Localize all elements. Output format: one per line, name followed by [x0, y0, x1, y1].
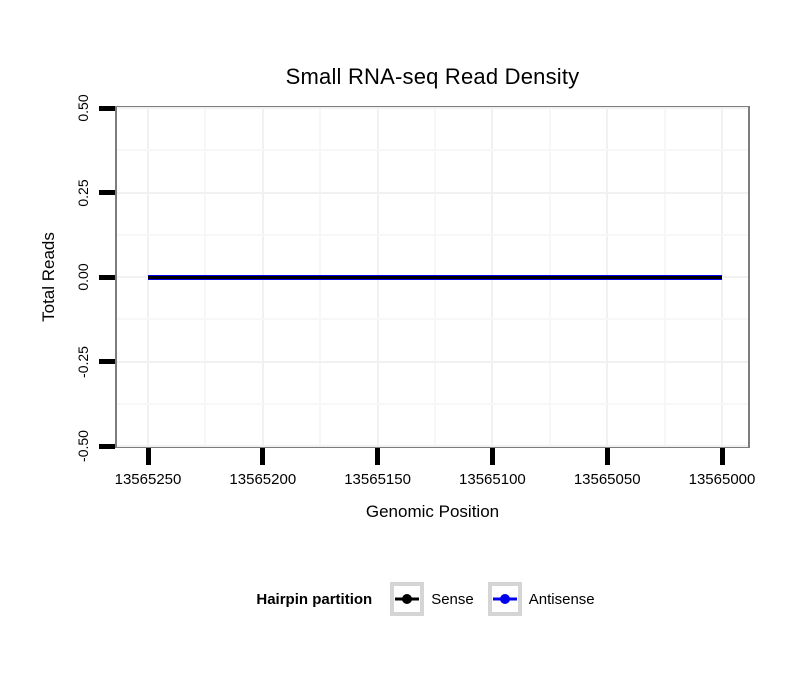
- y-gridline-major: [117, 107, 748, 109]
- y-tick-label: -0.25: [75, 345, 91, 378]
- x-tick-label: 13565050: [573, 471, 641, 488]
- x-tick-mark: [260, 448, 266, 465]
- y-gridline-minor: [117, 318, 748, 321]
- y-gridline-major: [117, 445, 748, 447]
- legend-entry-label: Antisense: [528, 590, 595, 608]
- y-tick-label: -0.50: [75, 430, 91, 462]
- x-tick-label: 13565150: [344, 471, 411, 488]
- x-tick-label: 13565250: [114, 471, 182, 488]
- chart-title: Small RNA-seq Read Density: [285, 64, 580, 89]
- legend-key-antisense: [487, 582, 522, 616]
- legend-title: Hairpin partition: [256, 590, 373, 608]
- y-gridline-minor: [117, 233, 748, 236]
- legend-entry-label: Sense: [431, 590, 474, 608]
- y-gridline-minor: [117, 149, 748, 152]
- legend-entry-antisense: Antisense: [487, 582, 609, 616]
- y-tick-mark: [99, 443, 115, 449]
- x-tick-mark: [489, 448, 495, 465]
- x-tick-mark: [145, 448, 151, 465]
- y-gridline-major: [117, 191, 748, 194]
- series-line-sense: [148, 275, 722, 279]
- y-axis-title: Total Reads: [39, 232, 58, 322]
- legend-entries: Sense Antisense: [390, 582, 608, 616]
- x-tick-label: 13565200: [229, 471, 297, 488]
- legend: Hairpin partition Sense Antisense: [115, 578, 750, 620]
- y-gridline-major: [117, 360, 748, 363]
- y-tick-mark: [99, 105, 115, 111]
- legend-key-dot: [402, 594, 413, 604]
- legend-key-sense: [390, 582, 425, 616]
- y-tick-mark: [99, 359, 115, 364]
- x-tick-mark: [604, 448, 610, 465]
- y-tick-label: 0.00: [75, 263, 91, 291]
- y-tick-label: 0.25: [75, 178, 91, 207]
- y-tick-mark: [99, 274, 115, 280]
- x-tick-label: 13565100: [459, 471, 526, 488]
- x-tick-mark: [375, 448, 381, 465]
- y-gridline-minor: [117, 402, 748, 405]
- legend-key-dot: [499, 594, 510, 604]
- x-axis-title: Genomic Position: [365, 502, 500, 521]
- legend-entry-sense: Sense: [390, 582, 488, 616]
- y-tick-label: 0.50: [75, 94, 91, 122]
- plot-panel: [115, 106, 750, 448]
- x-tick-label: 13565000: [688, 471, 756, 488]
- y-tick-mark: [99, 190, 115, 195]
- x-tick-mark: [719, 448, 725, 465]
